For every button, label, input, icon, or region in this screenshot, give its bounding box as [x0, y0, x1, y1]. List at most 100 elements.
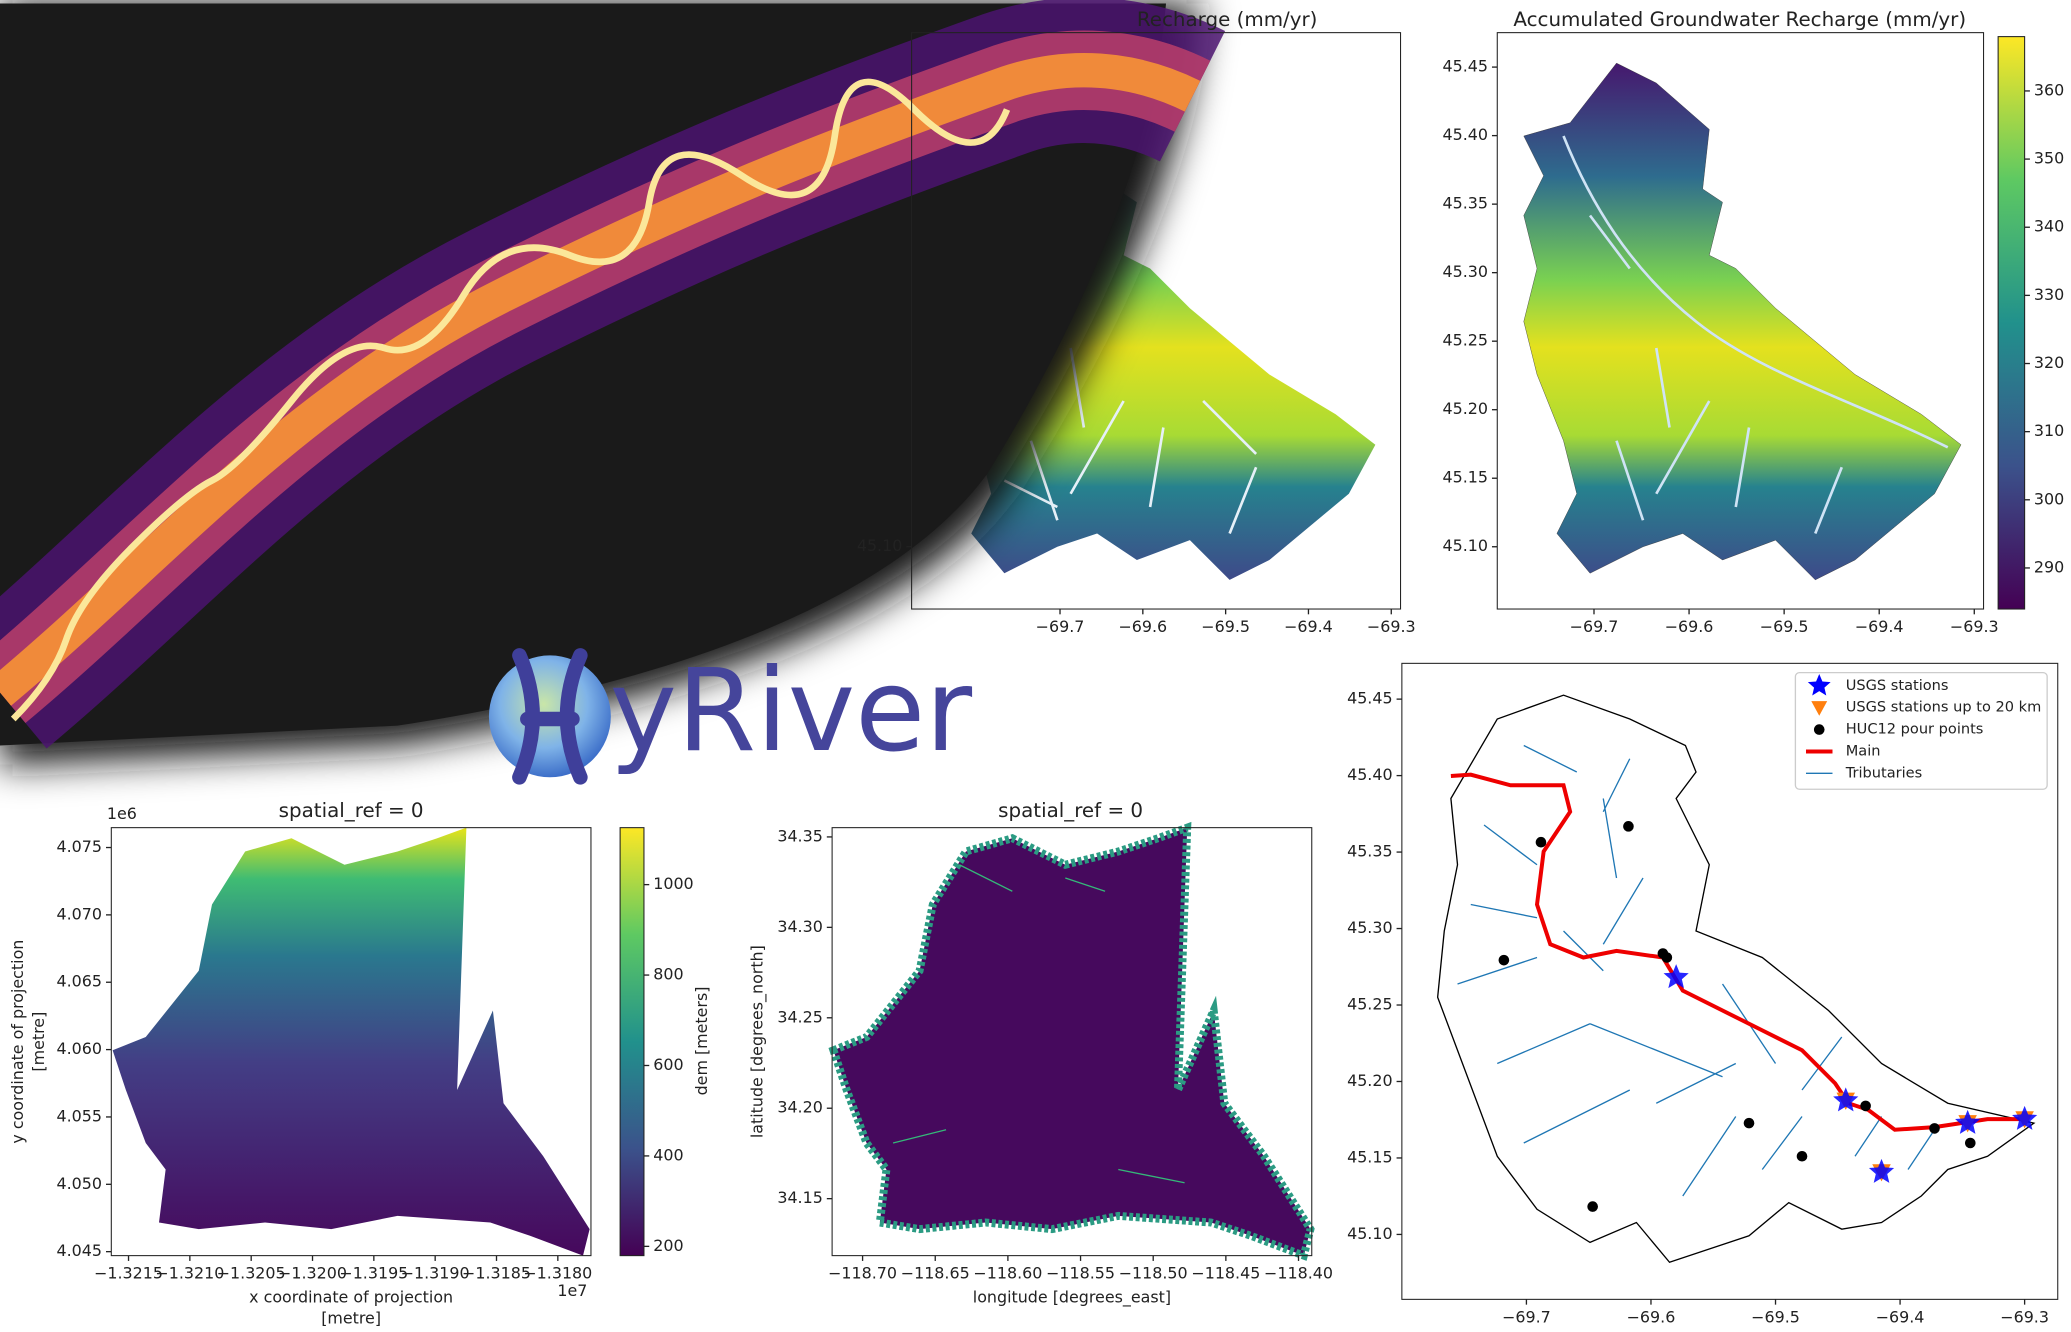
colorbar-tick-label: 300	[2034, 489, 2064, 508]
y-tick-label: 45.40	[1442, 125, 1488, 144]
x-tick-label: −69.6	[1665, 617, 1714, 636]
y-tick-label: 4.055	[57, 1106, 103, 1125]
station-star	[1833, 1087, 1859, 1112]
pour-point	[1587, 1201, 1598, 1212]
y-tick-label: 45.45	[1442, 57, 1488, 76]
logo-text: yRiver	[610, 644, 973, 777]
y-tick-label: 45.10	[1347, 1224, 1393, 1243]
recharge-streams	[1003, 347, 1258, 534]
y-tick-label: 34.15	[777, 1188, 823, 1207]
x-tick-label: −69.6	[1627, 1307, 1676, 1326]
legend-triangle	[1811, 701, 1828, 716]
x-tick-label: −118.40	[1264, 1264, 1333, 1283]
axes-frame	[1401, 662, 2059, 1300]
colorbar-tick-label: 330	[2034, 285, 2064, 304]
x-tick-label: −1.3210	[155, 1264, 224, 1283]
pour-point	[1964, 1137, 1976, 1149]
y-tick-label: 34.25	[777, 1007, 823, 1026]
x-tick-label: −69.4	[1284, 617, 1333, 636]
slope-map	[833, 828, 1310, 1256]
x-tick-label: −118.50	[1119, 1264, 1188, 1283]
x-tick-label: −69.3	[1367, 617, 1416, 636]
station-star	[1868, 1158, 1895, 1183]
x-tick-label: −1.3180	[523, 1264, 592, 1283]
legend-label: Main	[1846, 742, 1881, 759]
legend-label: HUC12 pour points	[1846, 721, 1984, 738]
colorbar-tick-label: 600	[653, 1055, 683, 1074]
x-tick-label: −69.7	[1036, 617, 1085, 636]
x-tick-label: −69.7	[1570, 617, 1619, 636]
y-offset: 1e6	[107, 804, 137, 823]
station-star	[2012, 1105, 2038, 1130]
legend-label: USGS stations up to 20 km	[1846, 699, 2042, 716]
axes-frame	[1496, 32, 1985, 610]
logo: yRiver	[488, 644, 973, 785]
x-tick-label: −118.70	[828, 1264, 897, 1283]
x-tick-label: −69.4	[1876, 1307, 1925, 1326]
pour-point	[1623, 821, 1634, 832]
y-tick-label: 45.30	[1347, 918, 1393, 937]
pour-point	[1661, 952, 1673, 963]
x-tick-label: −1.3195	[339, 1264, 408, 1283]
y-tick-label: 4.070	[57, 904, 103, 923]
y-tick-label: 34.20	[777, 1098, 823, 1117]
y-tick-label: 45.30	[1442, 262, 1488, 281]
colorbar-label: dem [meters]	[692, 987, 711, 1096]
y-tick-label: 4.075	[57, 837, 103, 856]
axes-frame	[110, 827, 592, 1257]
legend-label: USGS stations	[1846, 677, 1949, 694]
legend-star	[1807, 673, 1831, 696]
axes-frame	[911, 32, 1402, 610]
panel-title: spatial_ref = 0	[279, 799, 424, 822]
x-tick-label: −69.5	[1751, 1307, 1800, 1326]
colorbar-tick-label: 800	[653, 965, 683, 984]
colorbar-tick-label: 200	[653, 1236, 683, 1255]
x-tick-label: −69.5	[1760, 617, 1809, 636]
accumulated-recharge-map	[1523, 62, 1962, 581]
y-tick-label: 34.35	[777, 826, 823, 845]
y-tick-label: 45.25	[1347, 995, 1393, 1014]
pour-point	[1860, 1100, 1871, 1112]
river-network-map	[1436, 694, 2038, 1264]
x-axis-label: x coordinate of projection	[249, 1288, 453, 1307]
y-tick-label: 34.30	[777, 917, 823, 936]
x-tick-label: −1.3185	[462, 1264, 531, 1283]
x-tick-label: −1.3205	[217, 1264, 286, 1283]
x-tick-label: −69.4	[1855, 617, 1904, 636]
legend-label: Tributaries	[1845, 764, 1922, 781]
x-axis-label: longitude [degrees_east]	[973, 1288, 1171, 1308]
y-tick-label: 45.10	[1442, 536, 1488, 555]
pour-point	[1535, 836, 1547, 848]
legend-dot	[1813, 724, 1825, 735]
y-tick-label: 45.45	[1347, 689, 1393, 708]
y-tick-label: 4.050	[57, 1174, 103, 1193]
y-tick-label: 45.15	[1442, 468, 1488, 487]
pour-point	[1743, 1117, 1755, 1129]
pour-point	[1498, 954, 1510, 966]
colorbar-tick-label: 350	[2034, 149, 2064, 168]
pour-point	[1796, 1150, 1808, 1162]
x-tick-label: −118.60	[973, 1264, 1042, 1283]
y-tick-label: 45.10	[857, 536, 903, 555]
station-star	[1663, 964, 1689, 989]
y-axis-label: y coordinate of projection	[8, 940, 27, 1144]
y-tick-label: 4.060	[57, 1039, 103, 1058]
x-tick-label: −118.65	[901, 1264, 970, 1283]
x-tick-label: −1.3200	[278, 1264, 347, 1283]
colorbar-tick-label: 360	[2034, 80, 2064, 99]
x-tick-label: −69.3	[2000, 1307, 2049, 1326]
colorbar-tick-label: 340	[2034, 217, 2064, 236]
y-tick-label: 45.35	[1347, 842, 1393, 861]
y-tick-label: 4.065	[57, 972, 103, 991]
x-tick-label: −1.3190	[401, 1264, 470, 1283]
x-tick-label: −118.45	[1191, 1264, 1260, 1283]
y-tick-label: 45.20	[1347, 1071, 1393, 1090]
y-axis-label: [metre]	[29, 1012, 48, 1072]
panel-title: Recharge (mm/yr)	[1137, 8, 1318, 31]
x-tick-label: −118.55	[1046, 1264, 1115, 1283]
colorbar-tick-label: 310	[2034, 421, 2064, 440]
colorbar-tick-label: 400	[653, 1145, 683, 1164]
